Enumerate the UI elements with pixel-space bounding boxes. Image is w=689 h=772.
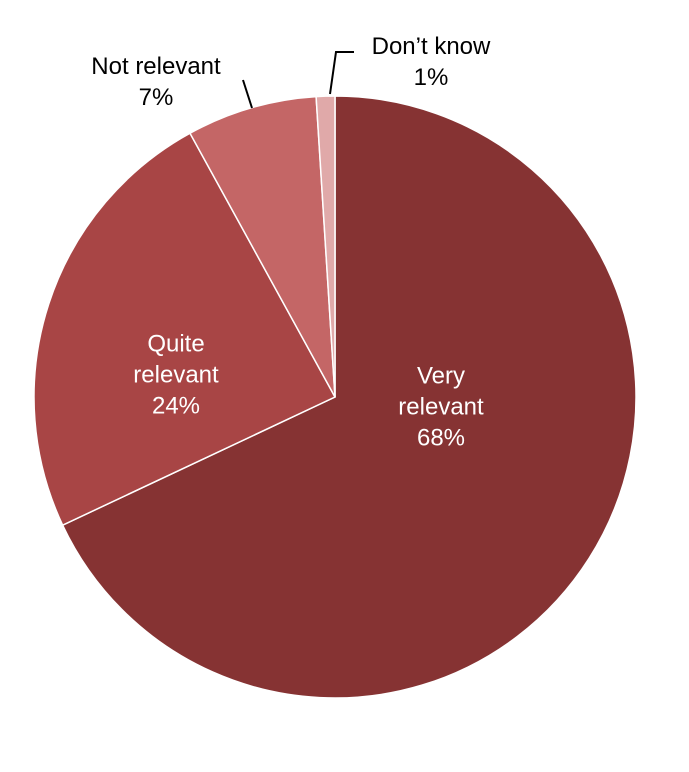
value-label: 68% bbox=[416, 424, 466, 452]
leader-line bbox=[329, 51, 354, 95]
category-label: Quite relevant bbox=[133, 330, 219, 389]
slice-label: Not relevant 7% bbox=[71, 51, 241, 113]
category-label: Not relevant bbox=[91, 53, 221, 80]
category-label: Very relevant bbox=[398, 362, 484, 421]
slice-label: Quite relevant 24% bbox=[121, 329, 231, 422]
slice-label: Very relevant 68% bbox=[386, 361, 496, 454]
pie-slice bbox=[315, 95, 336, 398]
category-label: Don’t know bbox=[371, 33, 491, 60]
value-label: 1% bbox=[413, 64, 449, 91]
pie-slice bbox=[61, 95, 637, 699]
leader-line bbox=[242, 79, 253, 109]
value-label: 24% bbox=[151, 392, 201, 420]
pie-slice bbox=[33, 132, 337, 527]
value-label: 7% bbox=[138, 84, 174, 111]
slice-label: Don’t know 1% bbox=[351, 31, 511, 93]
